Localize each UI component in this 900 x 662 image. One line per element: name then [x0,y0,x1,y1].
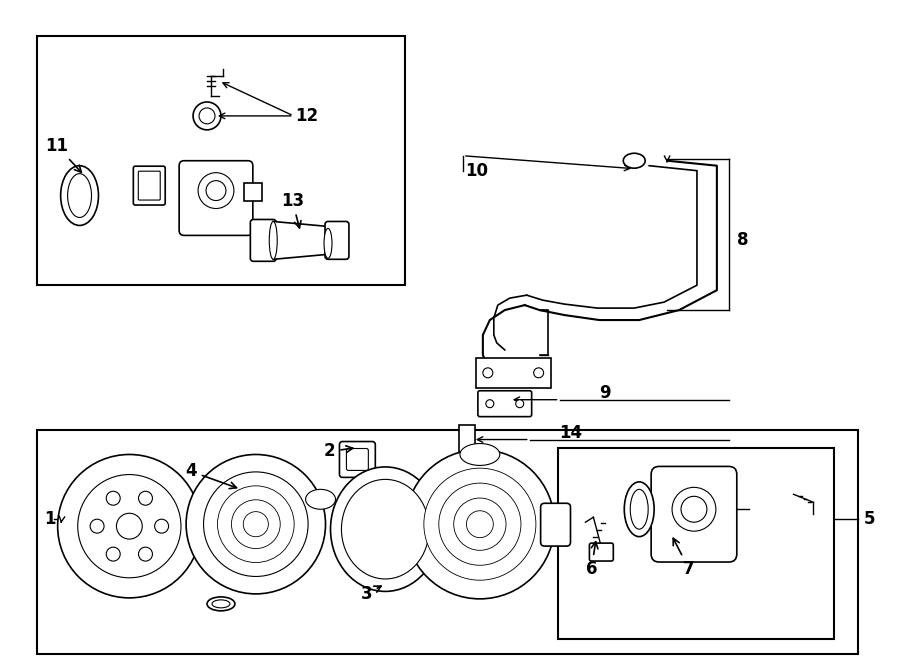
Circle shape [534,368,544,378]
Circle shape [454,498,506,550]
Circle shape [424,468,536,580]
FancyBboxPatch shape [139,171,160,200]
Text: 11: 11 [45,137,81,172]
Circle shape [77,475,181,578]
Ellipse shape [630,489,648,529]
Text: 1: 1 [44,510,55,528]
Text: 13: 13 [281,191,304,228]
Circle shape [155,519,168,533]
FancyBboxPatch shape [133,166,166,205]
Circle shape [486,400,494,408]
Circle shape [405,449,554,599]
Text: 14: 14 [560,424,582,442]
Circle shape [206,181,226,201]
Circle shape [194,102,221,130]
Circle shape [106,491,121,505]
FancyBboxPatch shape [325,222,349,260]
Ellipse shape [306,489,336,509]
Text: 3: 3 [360,585,382,603]
Circle shape [672,487,716,531]
Circle shape [231,500,280,549]
Ellipse shape [60,166,98,226]
FancyBboxPatch shape [250,220,276,261]
Text: 7: 7 [673,538,695,578]
Ellipse shape [460,444,500,465]
Circle shape [186,455,326,594]
Text: 8: 8 [737,232,748,250]
Bar [37,36,405,285]
Text: 12: 12 [296,107,319,125]
Circle shape [198,173,234,209]
FancyBboxPatch shape [652,467,737,562]
Circle shape [203,472,308,577]
Ellipse shape [212,600,230,608]
Circle shape [199,108,215,124]
Ellipse shape [341,479,429,579]
Circle shape [516,400,524,408]
Ellipse shape [269,222,277,260]
FancyBboxPatch shape [346,448,368,471]
Ellipse shape [324,228,332,258]
Bar [557,448,834,639]
Circle shape [106,547,121,561]
Circle shape [139,491,152,505]
Bar [244,183,262,201]
FancyBboxPatch shape [478,391,532,416]
Circle shape [466,511,493,538]
Bar [476,358,551,388]
Text: 2: 2 [324,442,353,461]
Text: 9: 9 [599,384,611,402]
Circle shape [218,486,294,563]
Circle shape [58,455,201,598]
Text: 6: 6 [586,542,598,578]
Circle shape [681,496,706,522]
Text: 4: 4 [185,463,237,489]
Text: 10: 10 [465,162,488,179]
Circle shape [116,513,142,539]
Circle shape [483,368,493,378]
FancyBboxPatch shape [339,442,375,477]
Ellipse shape [624,153,645,168]
Circle shape [243,512,268,537]
Bar [459,424,475,465]
Circle shape [439,483,521,565]
Polygon shape [274,222,328,260]
FancyBboxPatch shape [179,161,253,236]
Bar [37,430,859,653]
Circle shape [90,519,104,533]
FancyBboxPatch shape [453,459,481,475]
FancyBboxPatch shape [590,543,613,561]
FancyBboxPatch shape [541,503,571,546]
Ellipse shape [330,467,440,591]
Ellipse shape [625,482,654,537]
Circle shape [139,547,152,561]
Ellipse shape [207,597,235,611]
Ellipse shape [68,173,92,218]
Text: 5: 5 [863,510,875,528]
